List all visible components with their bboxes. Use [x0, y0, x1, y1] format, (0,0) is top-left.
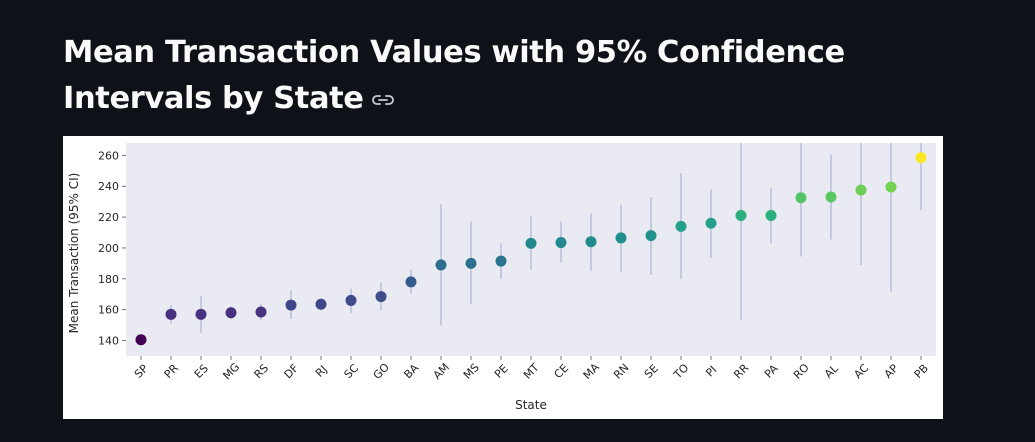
data-point-al	[826, 192, 837, 203]
data-point-rj	[316, 299, 327, 310]
y-tick-label: 220	[98, 211, 119, 224]
x-tick-label: SC	[342, 361, 362, 381]
data-point-pe	[496, 256, 507, 267]
data-point-ap	[886, 181, 897, 192]
x-tick-label: RO	[791, 361, 812, 382]
x-tick-label: AC	[851, 361, 871, 381]
data-point-rs	[256, 307, 267, 318]
data-point-pb	[916, 152, 927, 163]
data-point-ba	[406, 276, 417, 287]
data-point-ma	[586, 236, 597, 247]
data-point-pa	[766, 210, 777, 221]
x-tick-label: PI	[703, 363, 719, 379]
data-point-pr	[166, 309, 177, 320]
x-tick-label: PR	[162, 361, 182, 381]
x-tick-label: BA	[401, 361, 421, 381]
data-point-ac	[856, 185, 867, 196]
x-tick-label: MS	[461, 361, 482, 382]
x-tick-label: GO	[371, 360, 393, 382]
x-tick-label: RJ	[313, 363, 330, 380]
x-tick-label: CE	[552, 362, 572, 382]
y-tick-label: 240	[98, 180, 119, 193]
y-tick-label: 180	[98, 273, 119, 286]
x-tick-label: RN	[611, 361, 631, 381]
x-tick-label: TO	[671, 361, 692, 382]
x-tick-label: SE	[642, 362, 661, 381]
y-tick-label: 160	[98, 304, 119, 317]
chart-svg: 140 160 180 200 220 240 260 SP PR ES MG RS DF RJ SC GO…	[63, 136, 943, 419]
y-axis-label: Mean Transaction (95% CI)	[67, 173, 81, 334]
data-point-ro	[796, 192, 807, 203]
data-point-mt	[526, 238, 537, 249]
data-point-sc	[346, 295, 357, 306]
x-tick-label: DF	[282, 362, 302, 382]
data-point-pi	[706, 218, 717, 229]
x-tick-label: PB	[912, 362, 931, 381]
x-tick-label: AL	[822, 361, 841, 380]
y-tick-label: 140	[98, 335, 119, 348]
link-icon[interactable]	[370, 91, 396, 109]
x-axis-label: State	[515, 398, 547, 412]
x-tick-label: RS	[252, 362, 272, 382]
data-point-sp	[136, 334, 147, 345]
data-point-df	[286, 300, 297, 311]
x-ticks: SP PR ES MG RS DF RJ SC GO BA AM MS PE MT CE MA RN SE TO PI…	[132, 356, 931, 382]
data-point-am	[436, 259, 447, 270]
x-tick-label: SP	[132, 362, 151, 381]
x-tick-label: AP	[882, 361, 901, 380]
data-point-go	[376, 291, 387, 302]
page-title: Mean Transaction Values with 95% Confide…	[63, 30, 963, 122]
y-ticks: 140 160 180 200 220 240 260	[98, 149, 126, 347]
data-point-ms	[466, 258, 477, 269]
x-tick-label: PA	[762, 362, 781, 381]
data-point-se	[646, 230, 657, 241]
x-tick-label: MG	[220, 360, 242, 382]
x-tick-label: AM	[431, 361, 452, 382]
chart-container: 140 160 180 200 220 240 260 SP PR ES MG RS DF RJ SC GO…	[63, 136, 943, 419]
y-tick-label: 260	[98, 149, 119, 162]
x-tick-label: RR	[731, 361, 751, 381]
x-tick-label: ES	[192, 362, 211, 381]
data-point-rr	[736, 210, 747, 221]
x-tick-label: MA	[581, 360, 603, 382]
x-tick-label: MT	[521, 361, 542, 382]
data-point-rn	[616, 232, 627, 243]
data-point-es	[196, 309, 207, 320]
data-point-ce	[556, 237, 567, 248]
y-tick-label: 200	[98, 242, 119, 255]
data-point-to	[676, 221, 687, 232]
page-title-text: Mean Transaction Values with 95% Confide…	[63, 35, 845, 116]
x-tick-label: PE	[492, 362, 511, 381]
data-point-mg	[226, 307, 237, 318]
